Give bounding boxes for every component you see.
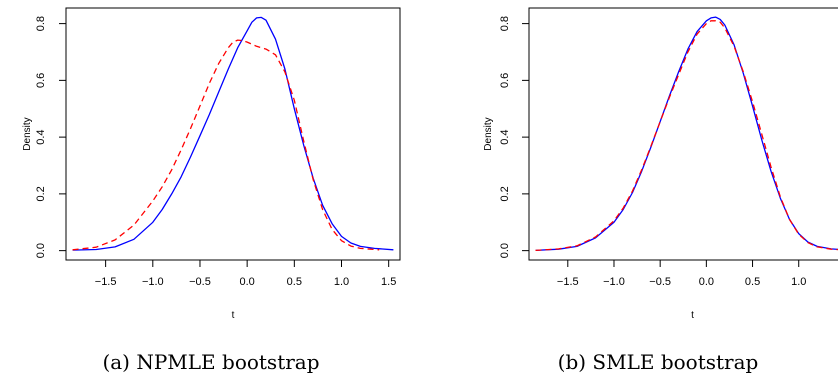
chart-1-y-tick-label: 0.8: [499, 16, 511, 31]
chart-0-y-axis-title: Density: [22, 117, 33, 150]
chart-0-x-tick-label: −1.0: [142, 276, 164, 288]
chart-1-x-tick-label: 0.0: [699, 276, 714, 288]
chart-0-x-tick-label: 1.0: [334, 276, 349, 288]
chart-0-y-tick-label: 0.0: [35, 243, 47, 258]
chart-1-y-tick-label: 0.0: [499, 243, 511, 258]
chart-0-x-axis-title: t: [232, 310, 235, 321]
chart-1-series-solid-line: [535, 16, 838, 252]
chart-0-x-tick-label: 0.5: [287, 276, 302, 288]
chart-0-x-tick-label: 1.5: [381, 276, 396, 288]
panel-a-npmle: −1.5 −1.0 −0.5 0.0 0.5 1.0 1.5 0.0 0.2 0.4 0.6 0.8 t…: [22, 7, 401, 374]
chart-0-x-tick-label: 0.0: [240, 276, 255, 288]
chart-0-y-tick-label: 0.8: [35, 16, 47, 31]
chart-0-y-tick-label: 0.2: [35, 186, 47, 201]
chart-1-x-tick-label: 1.0: [791, 276, 806, 288]
chart-1-x-tick-label: 0.5: [745, 276, 760, 288]
chart-1-y-axis-title: Density: [483, 117, 494, 150]
chart-0-caption: (a) NPMLE bootstrap: [102, 350, 319, 374]
chart-0-plot-frame: [65, 7, 401, 261]
chart-1-x-tick-label: −0.5: [649, 276, 671, 288]
chart-1-series-dashed-line: [535, 20, 838, 252]
chart-1-x-axis-title: t: [691, 310, 694, 321]
chart-0-x-tick-label: −1.5: [95, 276, 117, 288]
chart-1-caption: (b) SMLE bootstrap: [558, 350, 759, 374]
chart-1-y-tick-label: 0.6: [499, 73, 511, 88]
chart-0-series-solid-line: [72, 16, 394, 251]
chart-1-x-tick-label: −1.5: [557, 276, 579, 288]
chart-0-x-tick-label: −0.5: [189, 276, 211, 288]
chart-0-y-tick-label: 0.4: [35, 129, 47, 144]
chart-1-y-tick-label: 0.2: [499, 186, 511, 201]
panel-b-smle: −1.5−1.0−0.50.00.51.01.50.00.20.40.60.8t…: [483, 7, 838, 374]
chart-0-series-dashed-line: [72, 39, 380, 251]
chart-0-y-tick-label: 0.6: [35, 73, 47, 88]
chart-1-plot-frame: [528, 7, 838, 261]
chart-1-y-tick-label: 0.4: [499, 129, 511, 144]
chart-1-x-tick-label: −1.0: [603, 276, 625, 288]
